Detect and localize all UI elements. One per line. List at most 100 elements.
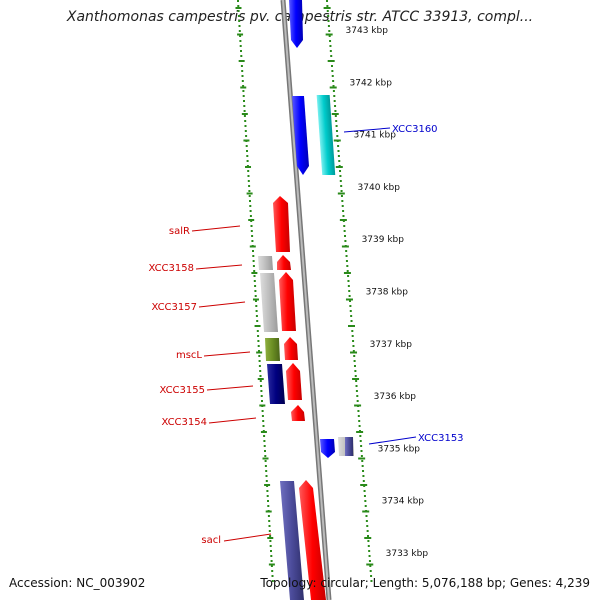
ring-dot xyxy=(239,40,242,42)
gene-salR[interactable] xyxy=(273,196,290,252)
ring-dot xyxy=(354,375,357,377)
ring-dot xyxy=(260,395,263,397)
ring-dot xyxy=(254,295,257,297)
ring-dot xyxy=(263,440,266,442)
ring-dot xyxy=(369,570,372,572)
leader-xcc3153 xyxy=(368,436,417,445)
ring-dot xyxy=(356,395,359,397)
ring-dot xyxy=(259,370,262,372)
ring-dot xyxy=(254,285,257,287)
ring-dot xyxy=(269,535,272,537)
gene-mscl[interactable] xyxy=(284,337,298,360)
ring-dot xyxy=(346,270,349,272)
ring-dot xyxy=(360,450,363,452)
ring-dot xyxy=(264,460,267,462)
ring-dot xyxy=(341,200,344,202)
ring-dot xyxy=(347,280,350,282)
feature-mscl-olive[interactable] xyxy=(265,338,280,361)
ring-dot xyxy=(248,190,251,192)
ring-dot xyxy=(253,280,256,282)
ring-dot xyxy=(347,275,350,277)
ring-dot xyxy=(332,90,335,92)
gene-label-salR[interactable]: salR xyxy=(169,226,190,237)
ring-dot xyxy=(253,275,256,277)
ring-dot xyxy=(368,550,371,552)
features xyxy=(258,0,354,600)
ring-dot xyxy=(262,425,265,427)
kbp-tick-label: 3741 kbp xyxy=(354,131,397,141)
ring-dot xyxy=(271,580,274,582)
leader-xcc3154 xyxy=(208,417,257,424)
ring-dot xyxy=(357,415,360,417)
ring-dot xyxy=(249,215,252,217)
ring-dot xyxy=(244,130,247,132)
feature-xcc3157-gray[interactable] xyxy=(260,273,278,332)
ring-dot xyxy=(334,110,337,112)
gene-label-xcc3155[interactable]: XCC3155 xyxy=(159,385,205,396)
ring-dot xyxy=(355,390,358,392)
ring-dot xyxy=(242,85,245,87)
gene-xcc3153-blue[interactable] xyxy=(320,439,335,458)
ring-dot xyxy=(268,530,271,532)
ring-dot xyxy=(240,50,242,52)
gene-sacl[interactable] xyxy=(299,480,326,600)
ring-dot xyxy=(339,180,342,182)
ring-dot xyxy=(266,490,269,492)
ring-dot xyxy=(264,450,266,452)
ring-dot xyxy=(369,565,372,567)
ring-dot xyxy=(258,350,260,352)
ring-dot xyxy=(255,300,257,302)
feature-sacl-purple[interactable] xyxy=(280,481,304,600)
gene-label-mscl[interactable]: mscL xyxy=(176,350,202,361)
gene-label-xcc3157[interactable]: XCC3157 xyxy=(151,302,197,313)
ring-dot xyxy=(362,475,365,477)
leader-xcc3155 xyxy=(206,385,254,391)
label-leaders xyxy=(191,127,417,542)
gene-label-xcc3158[interactable]: XCC3158 xyxy=(148,263,194,274)
ring-dot xyxy=(268,525,271,527)
gene-label-xcc3160[interactable]: XCC3160 xyxy=(392,124,438,135)
gene-xcc3158[interactable] xyxy=(277,255,291,270)
ring-dot xyxy=(243,115,246,117)
ring-dot xyxy=(345,255,348,257)
ring-dot xyxy=(258,355,261,357)
gene-xcc3155[interactable] xyxy=(286,363,302,400)
ring-dot xyxy=(360,445,363,447)
gene-xcc3157[interactable] xyxy=(279,272,296,331)
ring-dot xyxy=(360,455,363,457)
ring-dot xyxy=(243,100,245,102)
gene-top-reverse[interactable] xyxy=(289,0,303,48)
ring-dot xyxy=(250,230,253,232)
gene-label-xcc3153[interactable]: XCC3153 xyxy=(418,433,464,444)
gene-xcc3160-blue[interactable] xyxy=(292,96,309,175)
ring-dot xyxy=(368,555,371,557)
ring-dot xyxy=(243,105,246,107)
feature-xcc3153-purple[interactable] xyxy=(345,437,353,456)
ring-dot xyxy=(337,155,340,157)
ring-dot xyxy=(332,85,335,87)
ring-dot xyxy=(366,530,369,532)
gene-xcc3154[interactable] xyxy=(291,405,305,421)
feature-xcc3155-navy[interactable] xyxy=(267,364,285,404)
gene-labels: XCC3160 salR XCC3158 XCC3157 mscL XCC315… xyxy=(148,124,463,546)
ring-dot xyxy=(364,500,367,502)
ring-dot xyxy=(339,170,342,172)
ring-dot xyxy=(247,180,250,182)
ring-dot xyxy=(366,525,369,527)
ring-dot xyxy=(359,435,362,437)
feature-xcc3160-cyan[interactable] xyxy=(316,95,336,175)
ring-dot xyxy=(336,135,339,137)
ring-dot xyxy=(265,470,268,472)
ring-dot xyxy=(333,95,336,97)
feature-xcc3158-gray[interactable] xyxy=(258,256,273,270)
gene-label-xcc3154[interactable]: XCC3154 xyxy=(161,417,207,428)
gene-label-sacl[interactable]: sacl xyxy=(201,535,221,546)
ring-dot xyxy=(260,385,263,387)
ring-dot xyxy=(259,375,262,377)
ring-dot xyxy=(246,155,249,157)
kbp-tick-label: 3742 kbp xyxy=(350,78,393,88)
right-ring-dots xyxy=(323,0,374,582)
ring-dot xyxy=(239,45,242,47)
ring-dot xyxy=(329,40,332,42)
